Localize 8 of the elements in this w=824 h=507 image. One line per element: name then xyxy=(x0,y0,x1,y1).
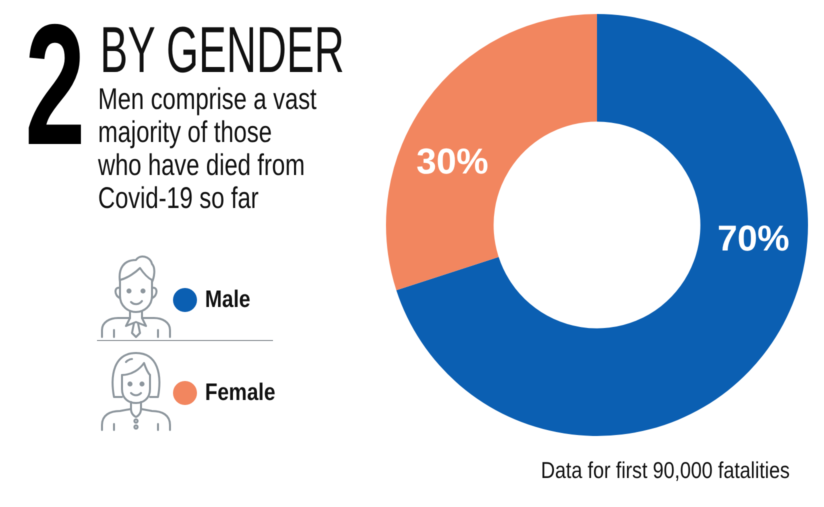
legend-label: Female xyxy=(205,379,276,407)
text: Data for first 90,000 fatalities xyxy=(541,457,790,483)
data-label: 30% xyxy=(416,140,488,182)
text: 2 xyxy=(25,0,86,181)
data-label: 70% xyxy=(717,218,790,259)
legend-label: Male xyxy=(205,286,250,314)
text: Men comprise a vast majority of those who have died from Covid-19 so far xyxy=(98,83,318,215)
chart-title: BY GENDER xyxy=(100,13,344,86)
